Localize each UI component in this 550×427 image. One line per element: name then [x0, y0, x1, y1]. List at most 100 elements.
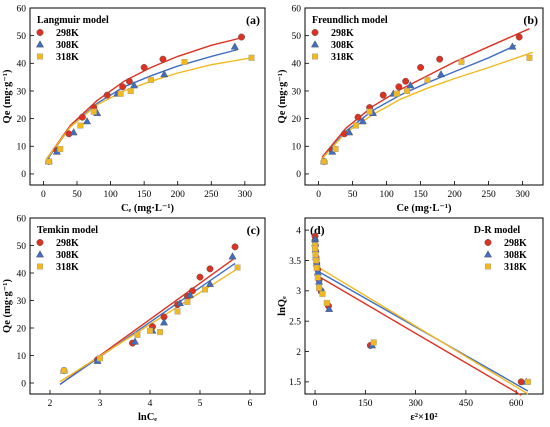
data-point-308K [508, 42, 517, 50]
plot-frame [29, 217, 266, 395]
legend-marker-318K [37, 53, 44, 60]
data-point-298K [231, 243, 239, 251]
panel-title: Freundlich model [312, 15, 388, 26]
x-tick-label: 300 [408, 399, 423, 409]
fit-line-318K [321, 51, 534, 160]
legend-label: 318K [56, 262, 79, 273]
x-tick-label: 150 [413, 190, 428, 200]
data-point-318K [321, 158, 328, 165]
legend-marker-298K [484, 239, 492, 246]
data-point-318K [134, 331, 141, 338]
legend-marker-318K [312, 53, 319, 60]
data-point-318K [174, 308, 181, 315]
y-tick-label: 3 [296, 287, 301, 297]
x-tick-label: 2 [48, 399, 53, 409]
y-tick-label: 50 [292, 32, 302, 42]
legend-marker-318K [485, 263, 492, 270]
x-tick-label: 4 [148, 399, 153, 409]
x-tick-label: 450 [459, 399, 474, 409]
x-tick-label: 150 [358, 399, 373, 409]
data-point-308K [406, 81, 415, 89]
data-point-318K [458, 58, 465, 65]
legend-marker-308K [35, 250, 45, 258]
data-point-298K [379, 91, 387, 99]
data-point-318K [424, 76, 431, 83]
y-tick-label: 2 [296, 348, 301, 358]
fit-line-308K [59, 262, 236, 385]
data-point-308K [185, 290, 195, 298]
legend-marker-298K [311, 29, 319, 36]
data-point-318K [248, 54, 255, 61]
legend-label: 298K [56, 238, 79, 249]
data-point-318K [147, 76, 154, 83]
panel-label: (a) [246, 13, 260, 27]
y-tick-label: 4 [296, 226, 301, 236]
fit-line-308K [321, 44, 517, 160]
data-point-318K [370, 339, 377, 346]
legend-label: 308K [331, 40, 354, 51]
data-point-318K [312, 245, 319, 252]
x-axis-label: lnCₑ [138, 412, 157, 423]
data-point-308K [159, 318, 169, 326]
data-point-318K [353, 122, 360, 129]
legend-marker-308K [483, 250, 493, 258]
data-point-318K [184, 298, 191, 305]
panel-b: 0 50 100 150 200 250 300 0 10 20 30 40 50 60 Ce (mg·L⁻… [277, 4, 544, 214]
data-point-318K [90, 108, 97, 115]
x-axis-label: ε²×10² [410, 412, 437, 423]
x-tick-label: 200 [171, 190, 186, 200]
y-tick-label: 10 [292, 143, 302, 153]
y-tick-label: 40 [17, 269, 27, 279]
x-tick-label: 0 [313, 399, 318, 409]
data-point-318K [57, 146, 64, 153]
data-point-318K [312, 251, 319, 258]
y-axis-label: Qe (mg·g⁻¹) [2, 69, 13, 123]
data-point-318K [45, 158, 52, 165]
data-point-318K [96, 355, 103, 362]
data-point-298K [354, 113, 362, 121]
data-point-318K [319, 290, 326, 297]
data-point-318K [181, 58, 188, 65]
y-tick-label: 50 [17, 32, 27, 42]
legend-marker-308K [310, 40, 320, 48]
data-point-308K [325, 304, 334, 312]
x-tick-label: 250 [204, 190, 219, 200]
y-tick-label: 0 [21, 379, 26, 389]
y-tick-label: 0 [296, 170, 301, 180]
x-tick-label: 150 [137, 190, 152, 200]
data-point-318K [332, 146, 339, 153]
y-tick-label: 60 [17, 214, 27, 224]
data-point-298K [395, 83, 403, 91]
data-point-298K [103, 91, 111, 99]
data-point-298K [515, 33, 523, 41]
data-point-298K [119, 83, 127, 91]
data-point-318K [61, 367, 68, 374]
y-tick-label: 40 [17, 60, 27, 70]
x-tick-label: 100 [103, 190, 118, 200]
x-tick-label: 6 [248, 399, 253, 409]
data-point-308K [228, 252, 237, 260]
legend-marker-298K [36, 239, 44, 246]
data-point-318K [201, 286, 208, 293]
legend-label: 308K [504, 250, 527, 261]
fit-line-318K [46, 57, 252, 160]
fit-line-318K [314, 264, 529, 395]
data-point-298K [140, 64, 148, 71]
y-tick-label: 30 [17, 297, 27, 307]
data-point-308K [436, 70, 446, 78]
y-tick-label: 50 [17, 242, 27, 252]
data-point-318K [156, 329, 163, 336]
data-point-308K [315, 277, 324, 285]
data-point-318K [393, 90, 400, 97]
data-point-318K [316, 284, 323, 291]
legend-label: 298K [331, 28, 354, 39]
x-tick-label: 0 [316, 190, 321, 200]
x-tick-label: 50 [72, 190, 82, 200]
data-point-318K [77, 122, 84, 129]
x-tick-label: 250 [481, 190, 496, 200]
legend-label: 298K [504, 238, 527, 249]
x-axis-label: Ce (mg·L⁻¹) [396, 203, 452, 214]
data-point-308K [130, 337, 140, 345]
x-axis-label: Cₑ (mg·L⁻¹) [121, 203, 175, 214]
